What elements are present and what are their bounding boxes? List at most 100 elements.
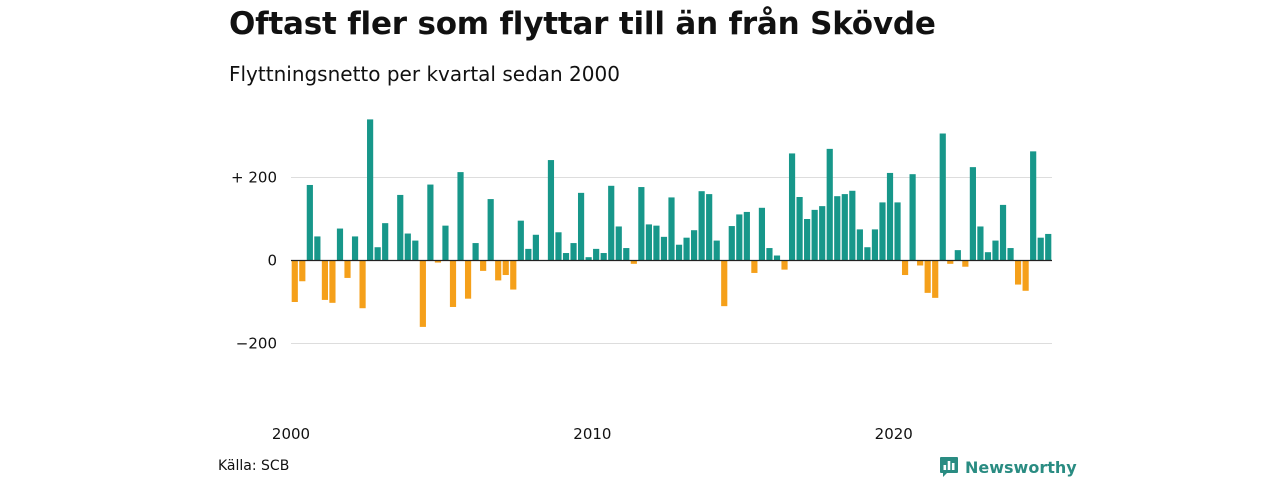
x-tick-label: 2000 <box>272 425 310 443</box>
bar-positive <box>804 219 811 261</box>
y-axis-ticks: + 200 0 −200 <box>231 169 277 353</box>
bar-positive <box>992 240 999 261</box>
bar-negative <box>464 260 472 299</box>
bar-positive <box>954 250 961 261</box>
bars <box>291 119 1052 327</box>
bar-positive <box>909 174 916 261</box>
bar-negative <box>419 260 426 327</box>
bar-negative <box>344 260 351 278</box>
bar-positive <box>645 224 652 261</box>
bar-negative <box>1015 260 1022 285</box>
bar-positive <box>728 226 735 261</box>
bar-positive <box>796 197 803 261</box>
bar-negative <box>947 260 954 264</box>
bar-positive <box>427 184 434 261</box>
bar-positive <box>984 252 992 261</box>
bar-negative <box>751 260 758 273</box>
bar-negative <box>962 260 969 267</box>
bar-positive <box>675 244 683 261</box>
bar-positive <box>382 223 389 261</box>
bar-positive <box>736 214 743 261</box>
bar-negative <box>434 260 442 263</box>
chart-subtitle: Flyttningsnetto per kvartal sedan 2000 <box>229 62 620 86</box>
bar-positive <box>713 240 720 261</box>
bar-positive <box>336 228 344 261</box>
bar-positive <box>314 236 321 261</box>
bar-positive <box>849 190 856 261</box>
bar-positive <box>864 247 871 261</box>
bar-positive <box>977 226 984 261</box>
bar-positive <box>593 248 600 261</box>
bar-negative <box>321 260 328 300</box>
bar-negative <box>630 260 637 264</box>
bar-positive <box>517 220 524 261</box>
bar-positive <box>367 119 374 261</box>
bar-positive <box>698 191 705 261</box>
bar-positive <box>412 240 419 261</box>
bar-positive <box>834 196 841 261</box>
bar-positive <box>1037 237 1044 261</box>
bar-positive <box>351 236 359 261</box>
y-tick-label: −200 <box>236 335 277 353</box>
y-tick-label: 0 <box>267 252 277 270</box>
bar-positive <box>487 199 494 261</box>
bar-positive <box>706 194 713 261</box>
brand[interactable]: Newsworthy <box>939 456 1077 478</box>
bar-positive <box>547 160 555 261</box>
bar-positive <box>766 248 773 261</box>
bar-negative <box>480 260 487 271</box>
bar-positive <box>374 247 381 261</box>
bar-positive <box>691 230 698 261</box>
bar-positive <box>811 209 818 261</box>
bar-positive <box>562 253 570 261</box>
bar-positive <box>577 192 585 261</box>
x-tick-label: 2010 <box>573 425 611 443</box>
bar-negative <box>924 260 931 293</box>
bar-positive <box>532 234 539 261</box>
bar-positive <box>623 248 630 261</box>
y-tick-label: + 200 <box>231 169 277 187</box>
source-note: Källa: SCB <box>218 458 290 474</box>
bar-negative <box>781 260 788 270</box>
bar-positive <box>397 194 404 261</box>
bar-positive <box>442 225 449 261</box>
bar-positive <box>615 226 622 261</box>
bar-negative <box>1022 260 1029 291</box>
bar-positive <box>660 236 668 261</box>
bar-positive <box>555 232 562 261</box>
bar-positive <box>819 206 826 261</box>
bar-positive <box>773 255 781 261</box>
bar-positive <box>1007 248 1014 261</box>
bar-positive <box>856 229 863 261</box>
bar-positive <box>999 204 1007 261</box>
chart-title: Oftast fler som flyttar till än från Skö… <box>229 6 936 42</box>
bar-negative <box>502 260 509 276</box>
x-tick-label: 2020 <box>875 425 913 443</box>
bar-positive <box>653 225 660 261</box>
bar-positive <box>894 202 901 261</box>
bar-negative <box>449 260 457 307</box>
bar-positive <box>788 153 796 261</box>
bar-negative <box>291 260 298 302</box>
bar-negative <box>495 260 502 281</box>
x-axis-ticks: 2000 2010 2020 <box>272 425 913 443</box>
bar-negative <box>932 260 939 298</box>
bar-negative <box>721 260 728 307</box>
gridlines <box>291 177 1052 344</box>
bar-negative <box>901 260 909 276</box>
bar-positive <box>600 253 607 261</box>
bar-positive <box>758 207 766 261</box>
newsworthy-logo-icon <box>940 457 958 477</box>
bar-positive <box>668 197 675 261</box>
bar-positive <box>457 172 464 261</box>
bar-positive <box>525 248 532 261</box>
bar-positive <box>585 257 592 261</box>
bar-positive <box>683 237 690 261</box>
bar-negative <box>329 260 336 303</box>
bar-positive <box>841 194 848 261</box>
bar-negative <box>917 260 924 266</box>
bar-positive <box>1045 233 1052 261</box>
bar-positive <box>608 185 615 261</box>
bar-negative <box>299 260 306 282</box>
